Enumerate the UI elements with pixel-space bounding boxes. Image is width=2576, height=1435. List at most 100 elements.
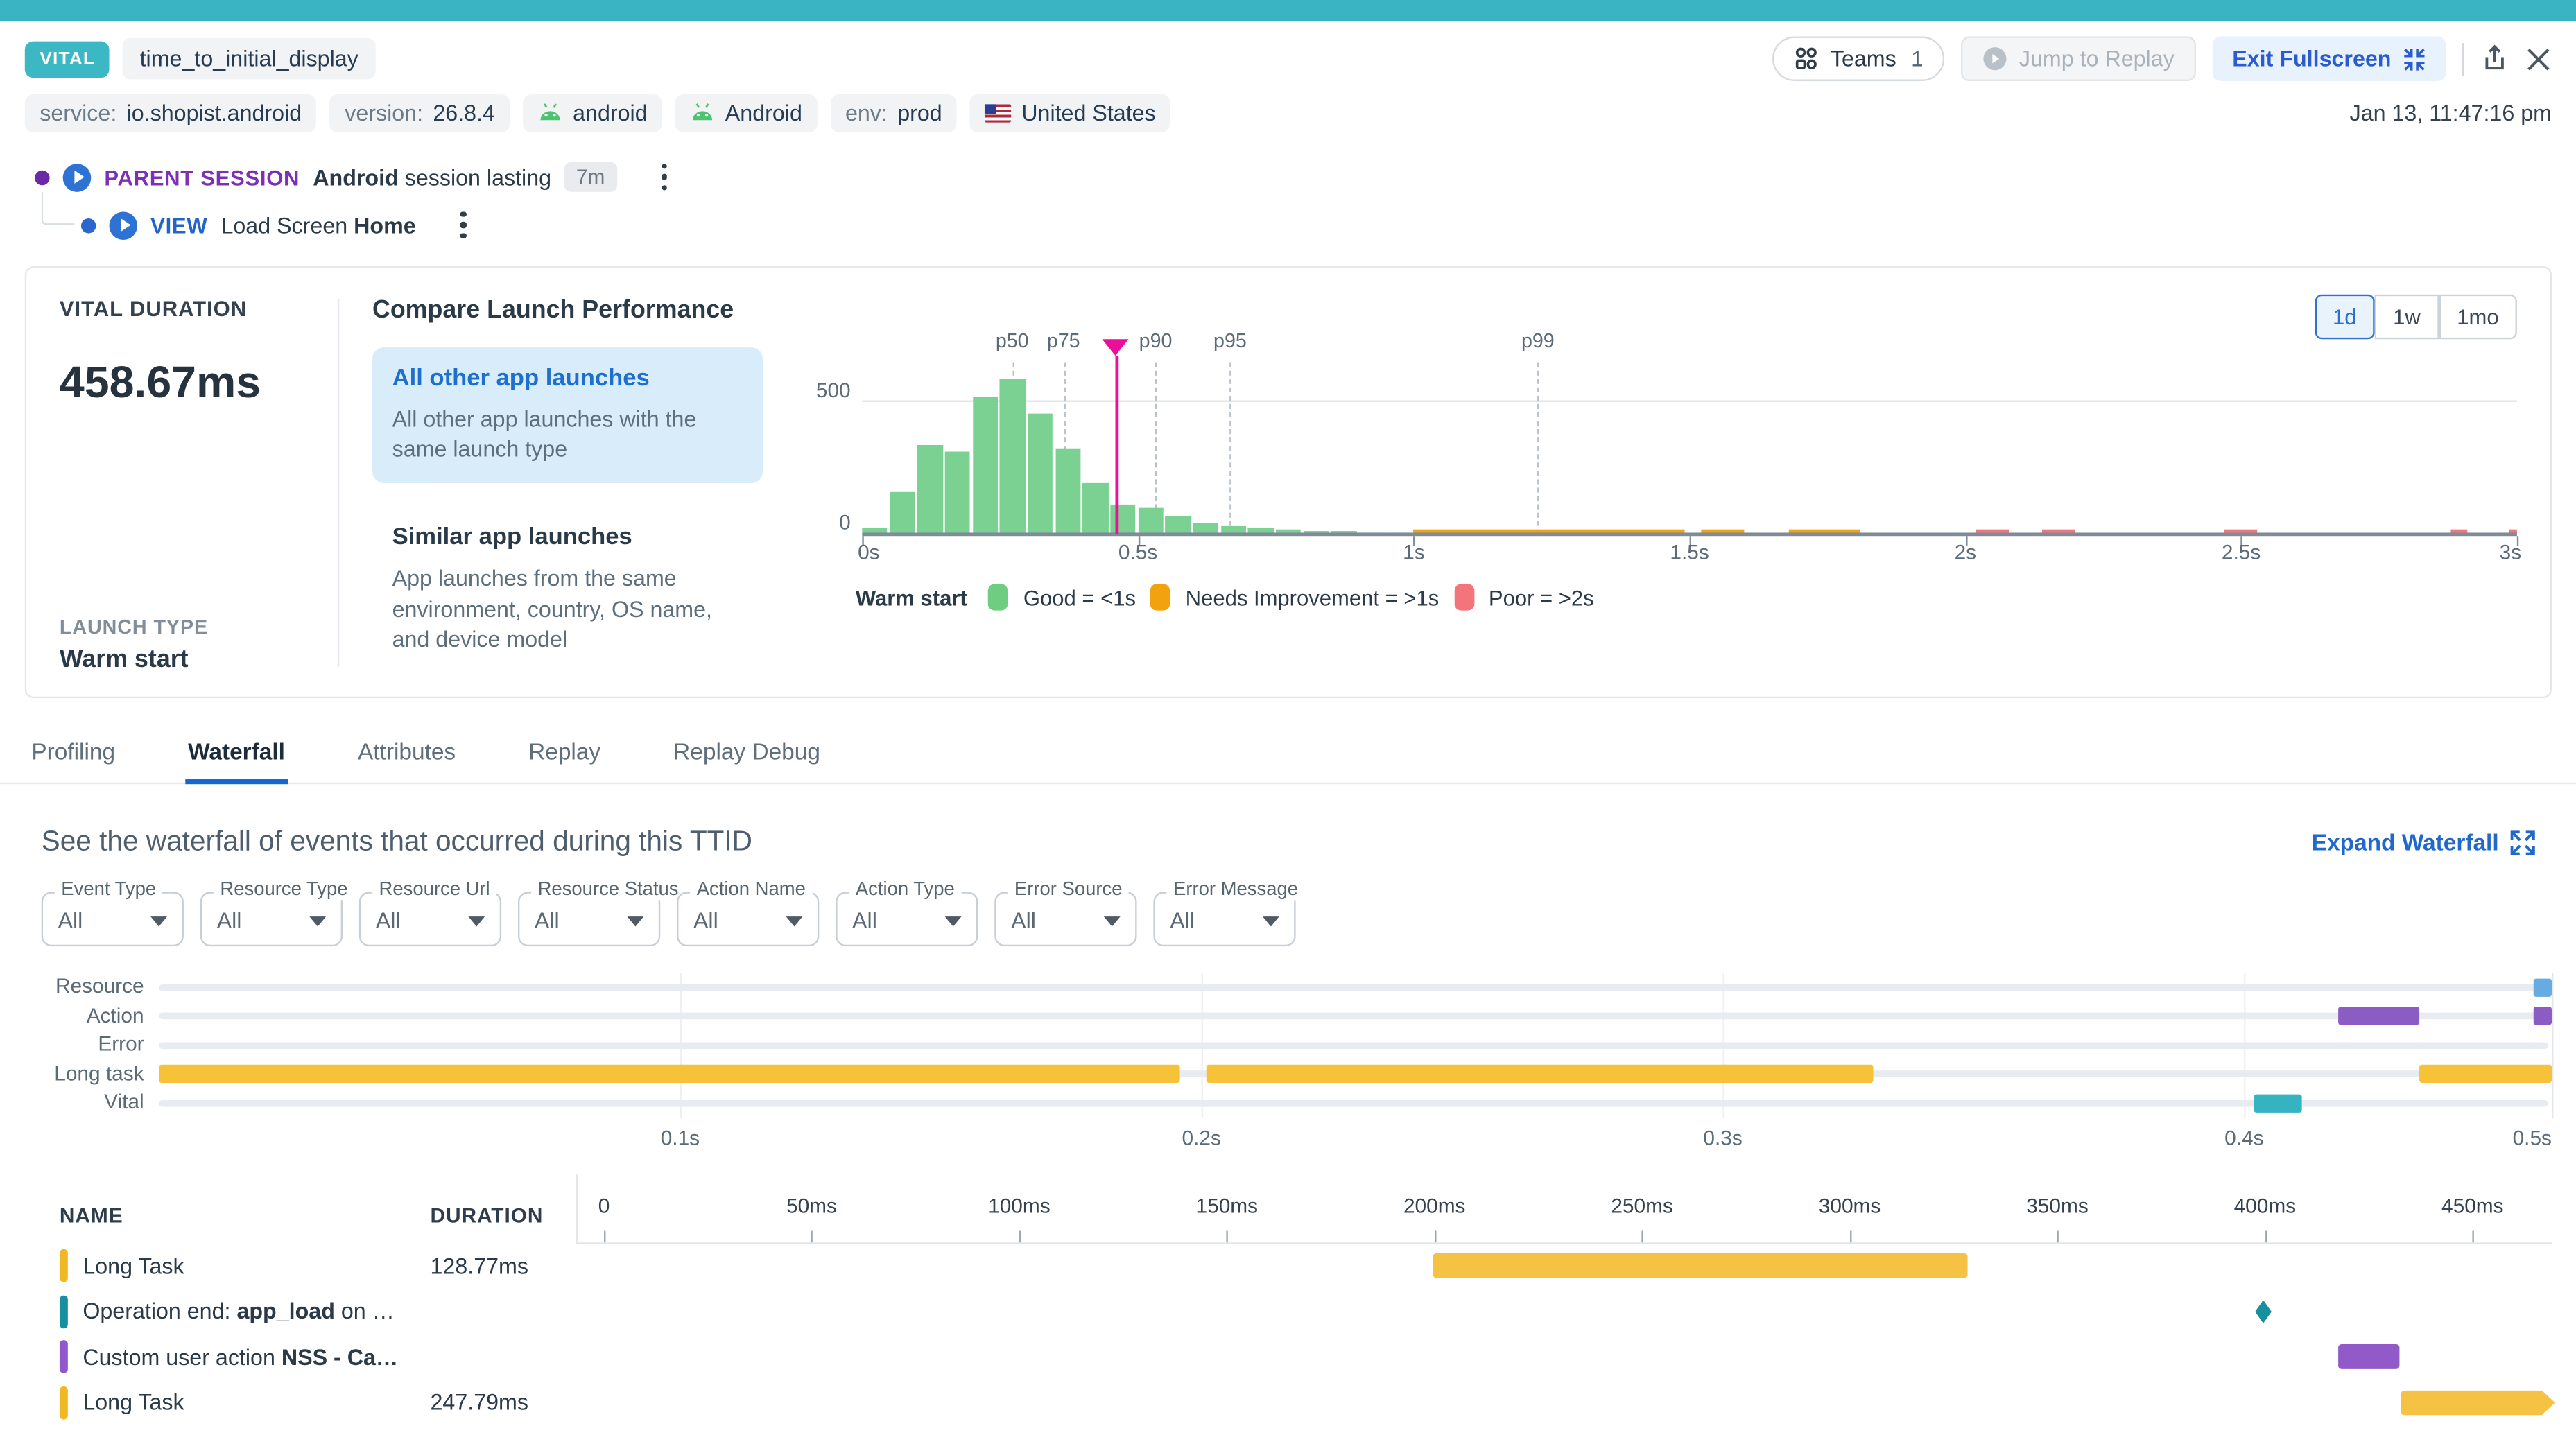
poor-swatch [1453, 584, 1474, 611]
needs-improvement-segment [1700, 529, 1745, 534]
legend-good-label: Good = <1s [1023, 584, 1136, 610]
minimap-plot[interactable] [159, 973, 2554, 1118]
filter-action-name[interactable]: Action Name All [677, 880, 820, 947]
tab-profiling[interactable]: Profiling [31, 738, 116, 765]
close-button[interactable] [2525, 46, 2552, 72]
exit-fullscreen-button[interactable]: Exit Fullscreen [2212, 36, 2446, 81]
tag-26-8-4[interactable]: version: 26.8.4 [329, 94, 510, 132]
histogram-bar [917, 445, 943, 534]
percentile-label-p95: p95 [1213, 329, 1247, 353]
event-type-pill [59, 1249, 68, 1283]
timeline-tick-mark [1642, 1230, 1644, 1242]
filter-value: All [534, 908, 560, 934]
card-divider [337, 299, 340, 667]
timeline-tick-label: 100ms [988, 1194, 1051, 1217]
play-icon[interactable] [62, 163, 92, 191]
filter-event-type[interactable]: Event Type All [41, 880, 184, 947]
range-1d-button[interactable]: 1d [2314, 294, 2375, 340]
tag-android[interactable]: android [523, 94, 663, 132]
tag-android[interactable]: Android [675, 94, 818, 132]
filter-error-source[interactable]: Error Source All [994, 880, 1137, 947]
jump-to-replay-button[interactable]: Jump to Replay [1961, 36, 2196, 81]
filter-action-type[interactable]: Action Type All [836, 880, 978, 947]
minimap-track [159, 984, 2549, 991]
tag-united-states[interactable]: United States [970, 94, 1171, 132]
vital-duration-card: VITAL DURATION 458.67ms LAUNCH TYPE Warm… [24, 266, 2552, 699]
compare-option-similar[interactable]: Similar app launches App launches from t… [372, 507, 763, 673]
tag-io-shopist-android[interactable]: service: io.shopist.android [24, 94, 317, 132]
table-row[interactable]: Custom user action NSS - Ca… [25, 1334, 2552, 1380]
timeline-tick-label: 400ms [2233, 1194, 2297, 1217]
minimap-bar [1207, 1065, 1874, 1084]
filter-label: Error Message [1166, 880, 1305, 901]
minimap-right-edge [2551, 973, 2554, 1118]
view-label: VIEW [150, 212, 208, 238]
tag-value: Android [725, 101, 802, 126]
filter-resource-url[interactable]: Resource Url All [358, 880, 502, 947]
histogram-bar [1138, 508, 1164, 534]
histogram-bar [1248, 527, 1274, 534]
event-name-cell: Long Task [25, 1386, 431, 1420]
event-duration-cell: 128.77ms [430, 1253, 529, 1279]
tag-prod[interactable]: env: prod [830, 94, 958, 132]
event-type-pill [59, 1295, 68, 1328]
x-axis-tick [1689, 536, 1692, 546]
teams-button[interactable]: Teams 1 [1772, 36, 1945, 81]
export-icon [2480, 44, 2509, 73]
panel-top-accent-bar [0, 0, 2576, 22]
tab-attributes[interactable]: Attributes [357, 738, 456, 765]
filter-label: Resource Status [531, 880, 686, 901]
table-row[interactable]: Long Task 128.77ms [25, 1244, 2552, 1289]
view-menu-icon[interactable] [456, 207, 472, 244]
range-1w-button[interactable]: 1w [2374, 294, 2439, 340]
minimap-row-vital [159, 1089, 2552, 1118]
filter-resource-status[interactable]: Resource Status All [517, 880, 686, 947]
filter-resource-type[interactable]: Resource Type All [200, 880, 355, 947]
view-dot [80, 217, 96, 233]
table-row[interactable]: Long Task 247.79ms [25, 1380, 2552, 1426]
tab-replay-debug[interactable]: Replay Debug [673, 738, 820, 765]
table-row[interactable]: Operation end: app_load on … [25, 1289, 2552, 1334]
expand-waterfall-link[interactable]: Expand Waterfall [2312, 829, 2535, 855]
event-name-segment: app_load [236, 1299, 335, 1325]
event-name-segment: Long Task [83, 1253, 184, 1279]
tab-waterfall[interactable]: Waterfall [184, 722, 288, 785]
chevron-down-icon [309, 916, 327, 926]
share-export-button[interactable] [2480, 44, 2509, 73]
teams-count: 1 [1911, 46, 1924, 71]
poor-segment [2508, 529, 2517, 534]
vital-marker-line [1115, 356, 1119, 534]
filter-error-message[interactable]: Error Message All [1153, 880, 1305, 947]
compare-option-all-other[interactable]: All other app launches All other app lau… [372, 347, 763, 484]
minimap-label-action: Action [86, 1003, 144, 1027]
compare-option-desc: App launches from the same environment, … [392, 566, 713, 652]
tab-replay[interactable]: Replay [528, 738, 601, 765]
parent-session-dot [35, 169, 50, 185]
waterfall-minimap: Resource Action Error Long task Vital [0, 973, 2554, 1118]
minimap-track [159, 1042, 2549, 1049]
chevron-down-icon [150, 916, 168, 926]
x-axis-label: 2.5s [2221, 541, 2261, 564]
parent-session-text: Android session lasting [313, 164, 551, 189]
timeline-tick-mark [1019, 1230, 1021, 1242]
x-axis-tick [1965, 536, 1967, 546]
parent-session-menu-icon[interactable] [656, 159, 672, 196]
good-swatch [988, 584, 1009, 611]
waterfall-section-header: See the waterfall of events that occurre… [42, 826, 2535, 859]
histogram-bar [1303, 530, 1329, 534]
timeline-axis: 0 50ms 100ms 150ms 200ms 250ms 300ms 350ms 400ms… [576, 1174, 2552, 1244]
range-1mo-button[interactable]: 1mo [2438, 294, 2517, 340]
parent-session-row[interactable]: PARENT SESSION Android session lasting 7… [35, 155, 2576, 198]
duration-column-header: DURATION [430, 1203, 544, 1227]
timeline-tick-label: 50ms [786, 1194, 837, 1217]
chevron-down-icon [1103, 916, 1121, 926]
event-name: Long Task [83, 1254, 184, 1279]
compare-option-desc: All other app launches with the same lau… [392, 407, 697, 462]
filter-label: Resource Type [213, 880, 355, 901]
view-row[interactable]: VIEW Load Screen Home [80, 204, 2576, 247]
play-icon[interactable] [109, 211, 138, 239]
percentile-line-p95 [1229, 362, 1232, 534]
histogram-plot: 500 0 p50 p75 p90 p95 p99 0s 0.5s 1s 1.5s 2s 2.5s 3s [816, 329, 2521, 564]
view-text: Load Screen Home [221, 213, 415, 238]
